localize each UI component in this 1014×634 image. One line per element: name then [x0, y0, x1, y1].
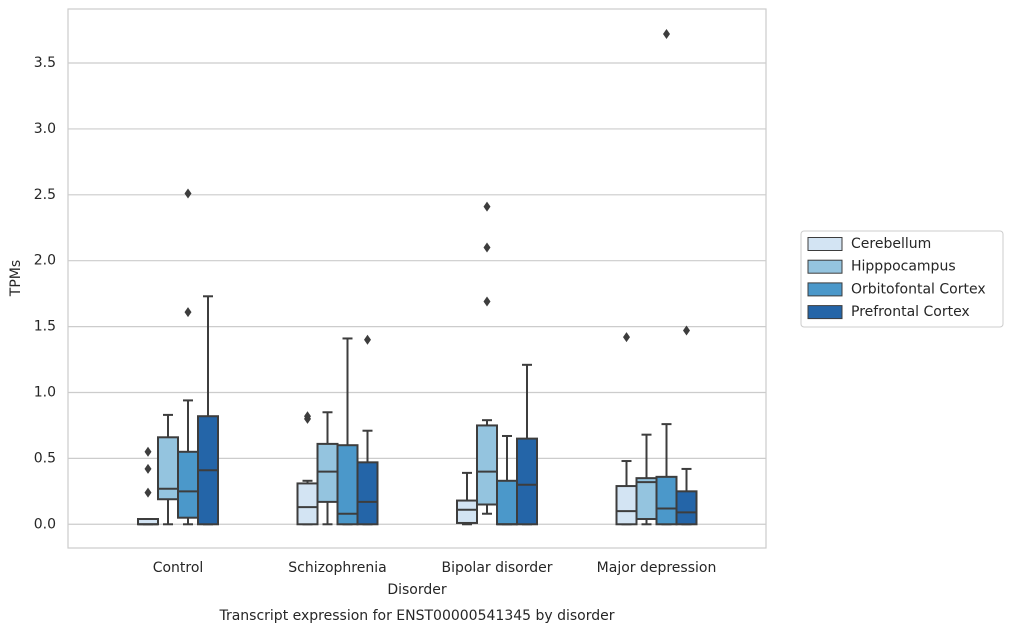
legend-swatch — [807, 282, 843, 297]
x-tick-label: Schizophrenia — [288, 560, 386, 576]
legend-swatch — [807, 259, 843, 274]
y-tick-label: 1.0 — [34, 384, 56, 400]
outlier — [483, 296, 491, 307]
legend-swatch — [807, 237, 843, 251]
box — [615, 485, 638, 526]
y-tick-label: 2.0 — [34, 253, 56, 269]
x-tick-label: Bipolar disorder — [441, 560, 552, 576]
legend-label: Orbitofontal Cortex — [851, 281, 986, 297]
outlier — [144, 487, 152, 498]
outlier — [683, 325, 690, 336]
outlier — [184, 188, 192, 199]
outlier — [364, 334, 371, 345]
box — [456, 499, 478, 524]
outlier — [483, 242, 491, 253]
legend-label: Prefrontal Cortex — [851, 304, 970, 320]
box — [476, 424, 498, 506]
box — [516, 437, 538, 526]
box — [296, 482, 319, 526]
legend-label: Cerebellum — [851, 236, 931, 252]
y-tick-label: 0.0 — [34, 516, 56, 532]
outlier — [144, 446, 152, 457]
legend-frame — [800, 230, 1004, 328]
box — [496, 479, 518, 526]
outlier — [663, 29, 670, 40]
outlier — [483, 201, 491, 212]
legend-swatch — [807, 305, 843, 320]
y-axis-label: TPMs — [8, 260, 24, 297]
x-tick-label: Major depression — [597, 560, 717, 576]
outlier — [304, 411, 311, 422]
box — [655, 475, 678, 526]
box — [635, 477, 658, 521]
outlier — [623, 332, 630, 343]
x-axis-label: Disorder — [387, 582, 447, 598]
box — [336, 444, 359, 526]
box — [675, 490, 698, 526]
y-tick-label: 1.5 — [34, 319, 56, 335]
y-tick-label: 2.5 — [34, 187, 56, 203]
box — [177, 450, 199, 519]
chart-title: Transcript expression for ENST0000054134… — [218, 608, 614, 624]
box — [157, 436, 179, 501]
y-tick-label: 0.5 — [34, 450, 56, 466]
outlier — [144, 463, 152, 474]
y-tick-label: 3.5 — [34, 55, 56, 71]
box — [356, 461, 379, 526]
x-tick-label: Control — [153, 560, 204, 576]
box — [316, 442, 339, 503]
outlier — [184, 307, 192, 318]
y-tick-label: 3.0 — [34, 121, 56, 137]
legend-label: Hipppocampus — [851, 259, 956, 275]
